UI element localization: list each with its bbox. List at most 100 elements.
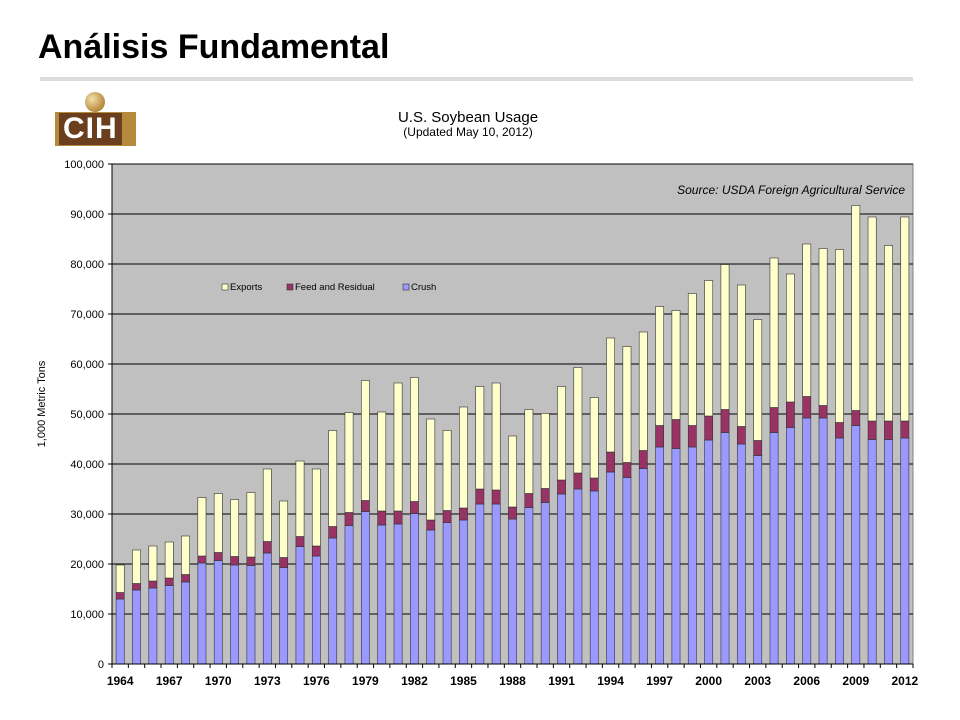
- bar-crush-2000: [704, 439, 714, 665]
- bar-exports-1988: [508, 435, 517, 508]
- legend-label-exports: Exports: [230, 282, 262, 293]
- chart-subtitle: (Updated May 10, 2012): [403, 125, 532, 139]
- x-tick-label: 2000: [695, 674, 722, 688]
- x-tick-label: 1973: [254, 674, 281, 688]
- bar-feed-1979: [360, 500, 370, 512]
- bar-exports-2004: [769, 257, 779, 408]
- bar-crush-1985: [459, 519, 468, 665]
- bar-feed-1993: [589, 477, 599, 492]
- bar-crush-1971: [230, 564, 239, 665]
- bar-exports-1997: [655, 306, 665, 426]
- bar-crush-1974: [279, 567, 289, 665]
- bar-feed-1991: [557, 479, 566, 495]
- logo-badge: CIH: [55, 112, 136, 146]
- bar-exports-1969: [197, 497, 207, 557]
- legend-swatch-feed: [286, 283, 294, 291]
- bar-crush-1973: [262, 552, 272, 665]
- bar-exports-1992: [573, 367, 583, 474]
- legend-label-crush: Crush: [411, 282, 436, 293]
- bar-feed-1977: [328, 526, 338, 539]
- bar-exports-2006: [802, 243, 812, 397]
- bar-feed-2004: [769, 407, 779, 433]
- bar-crush-1993: [589, 490, 599, 665]
- bar-feed-2007: [818, 405, 828, 419]
- bar-crush-1967: [164, 585, 174, 665]
- bar-crush-1998: [671, 448, 681, 665]
- bar-exports-1984: [442, 430, 452, 511]
- bar-exports-2007: [818, 248, 828, 406]
- bar-crush-1980: [377, 524, 387, 665]
- bar-exports-1991: [557, 386, 566, 481]
- bar-feed-1999: [687, 425, 697, 448]
- y-tick-label: 50,000: [70, 409, 104, 421]
- legend-swatch-crush: [402, 283, 410, 291]
- bar-feed-1972: [246, 556, 256, 566]
- bar-feed-2008: [835, 422, 844, 439]
- bar-exports-1968: [181, 535, 190, 575]
- bar-exports-2008: [835, 249, 844, 423]
- legend: Exports Feed and Residual Crush: [221, 282, 436, 293]
- bar-crush-1988: [508, 518, 517, 665]
- bar-exports-2000: [704, 280, 714, 417]
- x-tick-label: 1985: [450, 674, 477, 688]
- bar-exports-2003: [753, 319, 763, 441]
- bar-exports-2001: [720, 264, 730, 410]
- bar-feed-1989: [524, 493, 534, 508]
- x-tick-label: 1994: [597, 674, 624, 688]
- bar-feed-1982: [410, 501, 419, 514]
- bar-feed-1971: [230, 556, 239, 566]
- x-tick-label: 1991: [548, 674, 575, 688]
- bar-exports-1974: [279, 500, 289, 558]
- bar-crush-2008: [835, 437, 844, 665]
- y-tick-label: 60,000: [70, 359, 104, 371]
- bar-crush-2009: [851, 425, 861, 665]
- bar-exports-2009: [851, 205, 861, 411]
- x-tick-label: 1982: [401, 674, 428, 688]
- bar-feed-1985: [459, 507, 468, 521]
- bar-crush-1989: [524, 507, 534, 665]
- x-tick-label: 2003: [744, 674, 771, 688]
- bar-crush-1978: [344, 525, 354, 665]
- bar-exports-1976: [311, 468, 321, 547]
- bar-crush-1986: [475, 503, 485, 665]
- bar-crush-1965: [132, 589, 141, 665]
- bar-exports-1980: [377, 411, 387, 512]
- bar-crush-2010: [867, 439, 877, 665]
- bar-crush-1972: [246, 565, 256, 665]
- bar-feed-1986: [475, 488, 485, 505]
- bar-exports-1986: [475, 386, 485, 490]
- x-tick-label: 1967: [156, 674, 183, 688]
- bar-exports-1999: [687, 293, 697, 426]
- bar-exports-1985: [459, 406, 468, 509]
- bar-crush-1999: [687, 446, 697, 665]
- bar-feed-2010: [867, 420, 877, 440]
- bar-crush-1966: [148, 587, 158, 665]
- bar-exports-1967: [164, 541, 174, 579]
- x-tick-label: 1964: [107, 674, 134, 688]
- bar-feed-1968: [181, 574, 190, 583]
- logo-text: CIH: [59, 113, 122, 145]
- bar-feed-1978: [344, 512, 354, 526]
- x-tick-label: 2006: [793, 674, 820, 688]
- bar-crush-1994: [606, 471, 615, 665]
- bar-crush-1979: [360, 511, 370, 665]
- bar-feed-1997: [655, 425, 665, 448]
- bar-exports-2012: [900, 216, 910, 422]
- y-tick-label: 100,000: [64, 159, 104, 171]
- bar-feed-1994: [606, 451, 615, 473]
- x-tick-label: 1970: [205, 674, 232, 688]
- y-tick-label: 10,000: [70, 609, 104, 621]
- bar-exports-1993: [589, 397, 599, 479]
- bar-crush-1964: [115, 598, 125, 665]
- bar-crush-1982: [410, 513, 419, 665]
- x-tick-label: 1976: [303, 674, 330, 688]
- bar-crush-2011: [884, 439, 893, 665]
- bar-exports-1994: [606, 337, 615, 453]
- bar-exports-1979: [360, 380, 370, 501]
- bar-crush-1981: [393, 523, 403, 665]
- x-tick-label: 1997: [646, 674, 673, 688]
- bar-exports-1977: [328, 430, 338, 527]
- y-axis-label: 1,000 Metric Tons: [36, 360, 48, 447]
- bar-feed-1995: [622, 462, 632, 478]
- bar-crush-1990: [540, 502, 550, 665]
